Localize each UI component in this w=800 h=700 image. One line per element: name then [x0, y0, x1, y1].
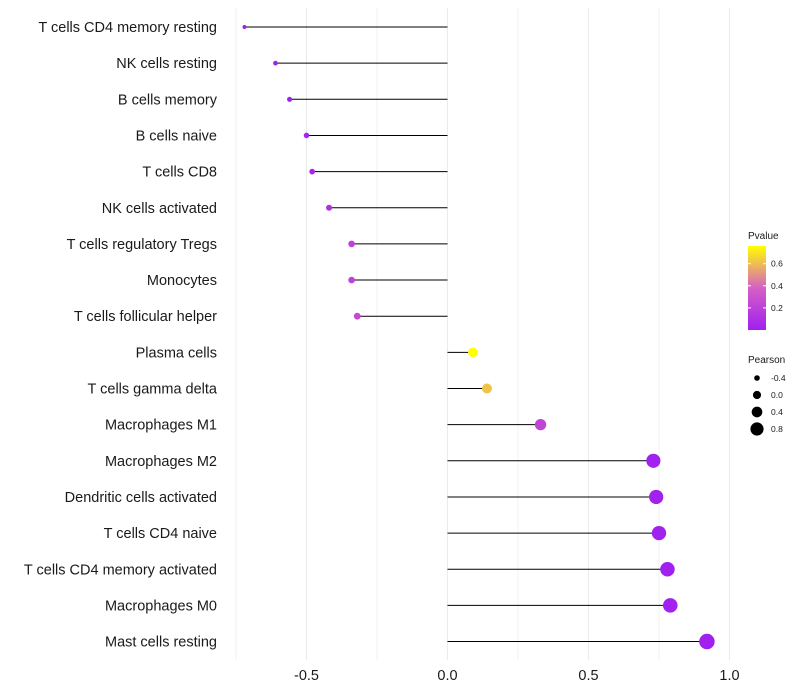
- x-axis-tick-labels: -0.5 0.0 0.5 1.0: [294, 668, 740, 684]
- point: [481, 383, 492, 394]
- pearson-legend-title: Pearson: [748, 355, 785, 366]
- colorbar-tick-label: 0.4: [771, 281, 783, 291]
- size-legend-label: 0.0: [771, 390, 783, 400]
- point: [699, 633, 715, 650]
- category-label: Monocytes: [147, 273, 217, 289]
- size-legend-dot: [752, 390, 762, 400]
- point: [651, 525, 667, 541]
- point: [348, 240, 355, 248]
- point: [468, 347, 478, 358]
- size-legend-label: -0.4: [771, 373, 786, 383]
- point: [662, 598, 678, 613]
- category-label: Plasma cells: [136, 345, 217, 361]
- pearson-legend: Pearson -0.4 0.0 0.4 0.8: [748, 355, 786, 436]
- point: [287, 96, 293, 102]
- point: [309, 168, 315, 175]
- category-label: NK cells activated: [102, 201, 217, 217]
- category-label: Macrophages M0: [105, 598, 217, 614]
- colorbar-tick-label: 0.6: [771, 259, 783, 269]
- point: [660, 562, 675, 577]
- x-tick-label: -0.5: [294, 668, 319, 684]
- point: [326, 204, 333, 211]
- category-label: NK cells resting: [116, 56, 217, 72]
- category-label: B cells naive: [136, 128, 217, 144]
- x-tick-label: 0.0: [437, 668, 457, 684]
- point: [242, 25, 247, 29]
- category-label: T cells CD4 naive: [104, 526, 217, 542]
- pvalue-colorbar: [748, 246, 766, 330]
- point: [303, 132, 310, 139]
- pvalue-legend: Pvalue 0.2 0.4 0.6: [748, 231, 783, 330]
- point: [534, 418, 547, 431]
- category-label: Dendritic cells activated: [65, 490, 217, 506]
- category-label: B cells memory: [118, 92, 218, 108]
- category-label: T cells CD4 memory activated: [24, 562, 217, 578]
- category-label: Macrophages M1: [105, 418, 217, 434]
- point: [348, 276, 355, 284]
- category-label: Mast cells resting: [105, 635, 217, 651]
- category-label: T cells follicular helper: [74, 309, 217, 325]
- point: [353, 312, 361, 320]
- point: [649, 489, 664, 505]
- category-label: T cells CD4 memory resting: [38, 20, 217, 36]
- stems: [244, 26, 707, 643]
- category-label: T cells CD8: [142, 165, 217, 181]
- size-legend-dot: [750, 422, 764, 436]
- size-legend-label: 0.4: [771, 407, 783, 417]
- x-tick-label: 1.0: [719, 668, 739, 684]
- size-legend-label: 0.8: [771, 424, 783, 434]
- category-label: Macrophages M2: [105, 454, 217, 470]
- x-tick-label: 0.5: [578, 668, 598, 684]
- point: [273, 60, 278, 66]
- category-label: T cells gamma delta: [88, 382, 218, 398]
- points: [242, 25, 715, 650]
- colorbar-tick-label: 0.2: [771, 303, 783, 313]
- pvalue-legend-title: Pvalue: [748, 231, 779, 242]
- size-legend-dot: [751, 406, 763, 418]
- grid-lines: [235, 8, 731, 660]
- size-legend-dot: [754, 375, 760, 381]
- category-label: T cells regulatory Tregs: [67, 237, 217, 253]
- point: [646, 453, 661, 468]
- y-axis-labels: T cells CD4 memory resting NK cells resti…: [24, 20, 218, 651]
